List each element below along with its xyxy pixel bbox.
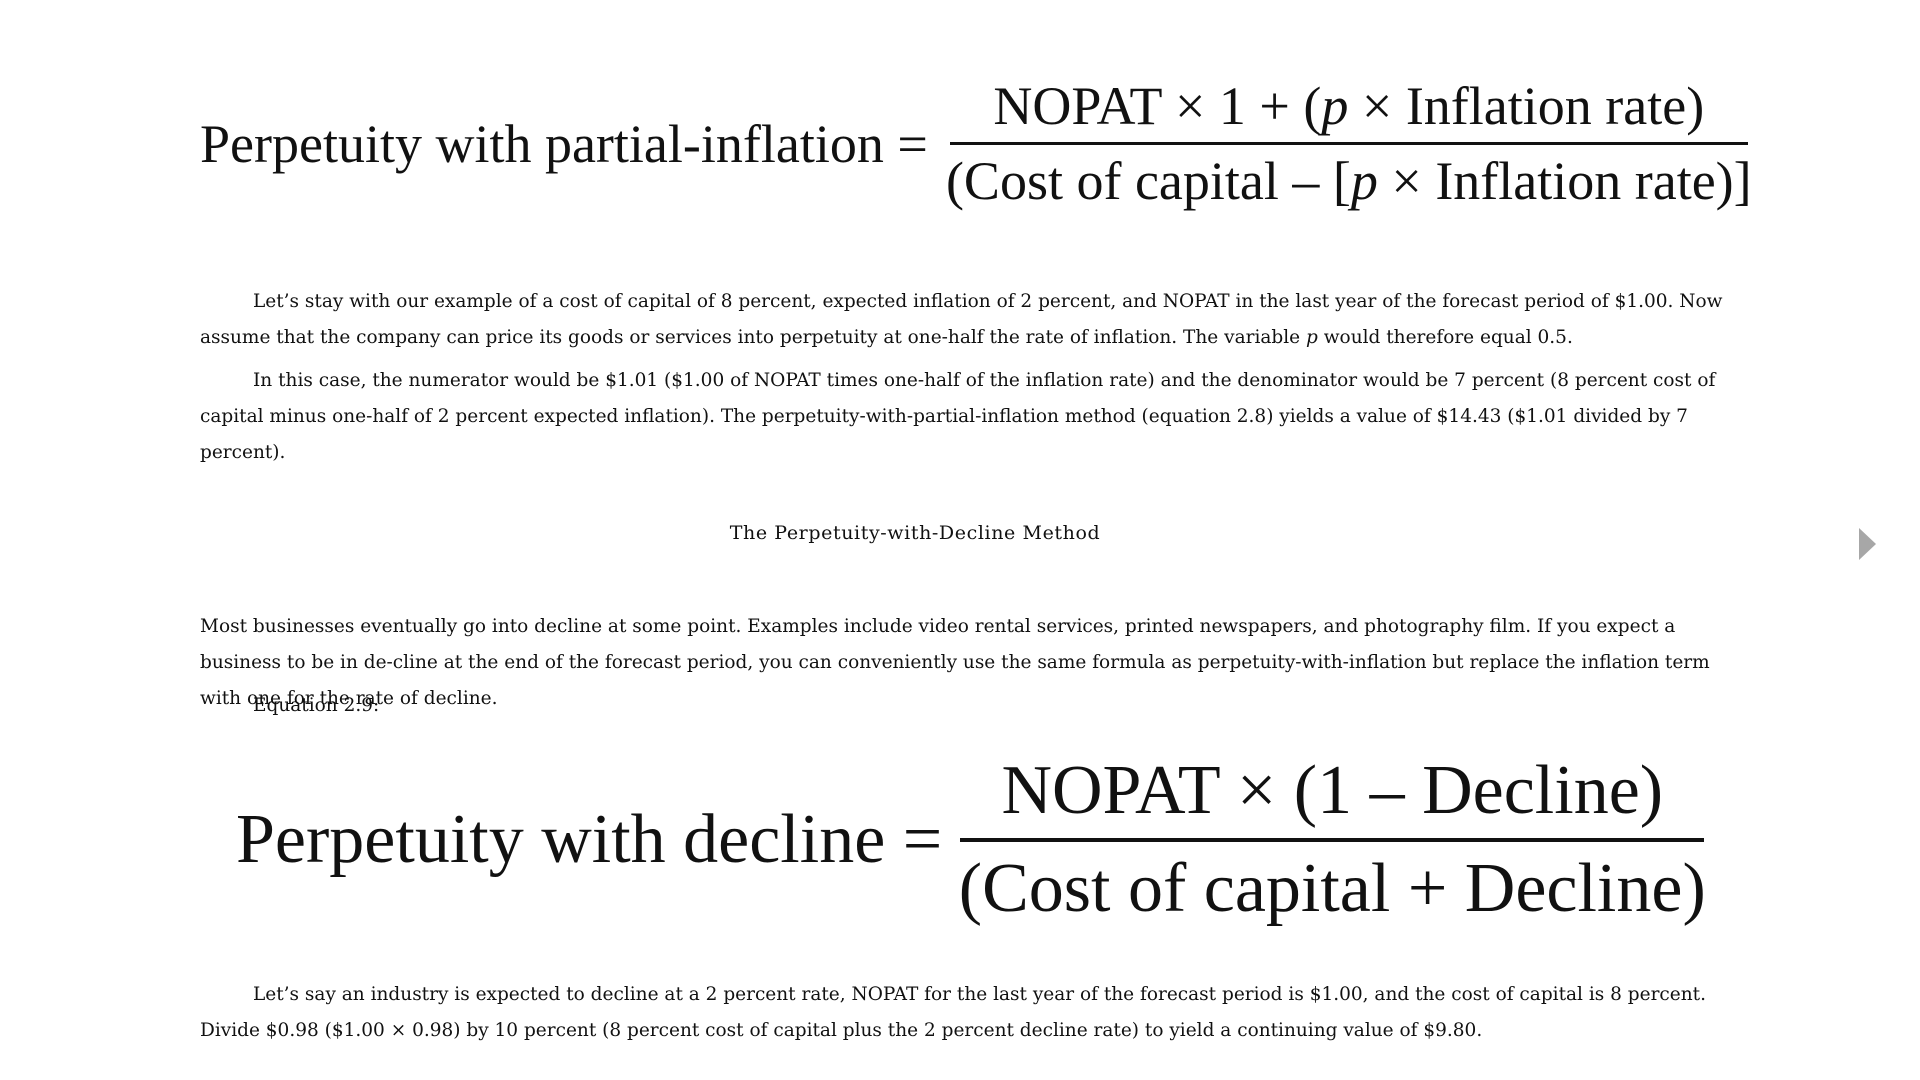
paragraph-text: Let’s stay with our example of a cost of… — [200, 291, 1723, 348]
equation-fraction: NOPAT × 1 + (p × Inflation rate) (Cost o… — [946, 76, 1752, 212]
next-page-arrow-icon[interactable] — [1859, 528, 1876, 560]
equation-denominator: (Cost of capital – [p × Inflation rate)] — [946, 151, 1752, 211]
paragraph-text: would therefore equal 0.5. — [1317, 327, 1573, 348]
equation-partial-inflation: Perpetuity with partial-inflation = NOPA… — [200, 76, 1752, 212]
body-paragraph: Most businesses eventually go into decli… — [200, 609, 1740, 717]
paragraph-text: Let’s say an industry is expected to dec… — [200, 984, 1706, 1041]
equation-label: Equation 2.9: — [200, 688, 1740, 724]
paragraph-text: Equation 2.9: — [253, 695, 380, 716]
paragraph-text: In this case, the numerator would be $1.… — [200, 370, 1716, 463]
equation-lhs: Perpetuity with decline = — [236, 801, 943, 879]
variable-p: p — [1321, 76, 1349, 136]
equation-numerator: NOPAT × (1 – Decline) — [1001, 752, 1664, 829]
body-paragraph: Let’s stay with our example of a cost of… — [200, 284, 1740, 356]
fraction-bar — [960, 838, 1705, 843]
body-paragraph: Let’s say an industry is expected to dec… — [200, 977, 1740, 1049]
denominator-part: (Cost of capital – [ — [945, 151, 1351, 212]
variable-p: p — [1306, 327, 1318, 348]
variable-p: p — [1350, 151, 1378, 212]
paragraph-text: Most businesses eventually go into decli… — [200, 616, 1710, 709]
equation-numerator: NOPAT × 1 + (p × Inflation rate) — [993, 76, 1704, 136]
equation-lhs: Perpetuity with partial-inflation = — [200, 113, 928, 174]
numerator-part: × Inflation rate) — [1348, 76, 1705, 136]
section-heading: The Perpetuity-with-Decline Method — [729, 522, 1101, 544]
equation-fraction: NOPAT × (1 – Decline) (Cost of capital +… — [958, 752, 1706, 929]
equation-decline: Perpetuity with decline = NOPAT × (1 – D… — [236, 752, 1706, 929]
numerator-part: NOPAT × 1 + ( — [993, 76, 1322, 136]
body-paragraph: In this case, the numerator would be $1.… — [200, 363, 1740, 471]
equation-denominator: (Cost of capital + Decline) — [958, 850, 1706, 928]
fraction-bar — [949, 142, 1748, 146]
denominator-part: × Inflation rate)] — [1377, 151, 1752, 212]
